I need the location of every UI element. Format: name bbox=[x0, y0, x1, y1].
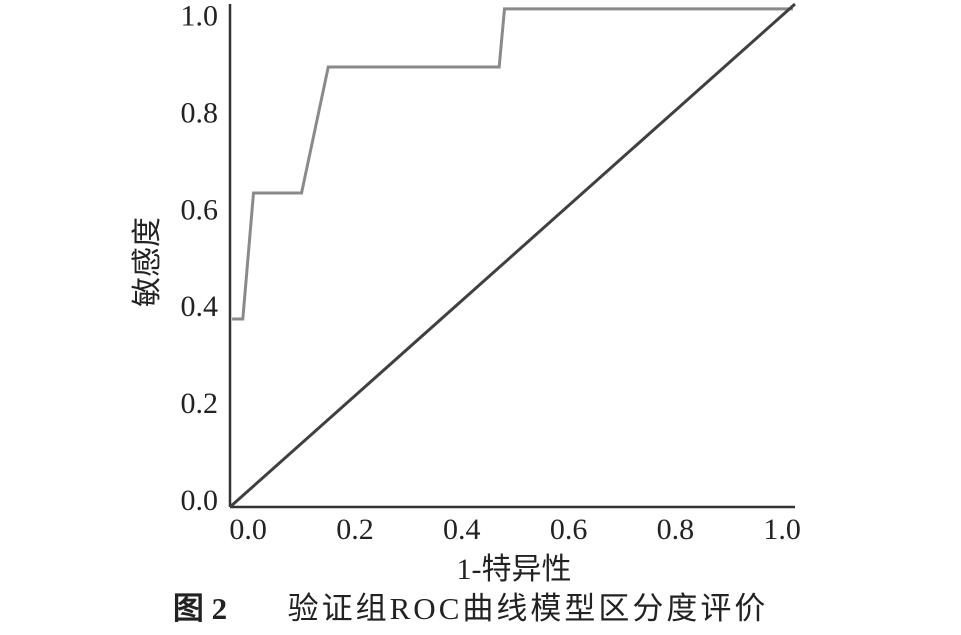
caption: 验证组ROC曲线模型区分度评价 bbox=[288, 591, 769, 626]
x-tick-label: 0.6 bbox=[550, 513, 588, 546]
y-tick-label: 0.2 bbox=[181, 387, 219, 420]
y-axis-label: 敏感度 bbox=[131, 217, 164, 307]
y-tick-label: 0.0 bbox=[181, 484, 219, 517]
x-tick-label: 0.8 bbox=[657, 513, 695, 546]
x-axis-label: 1-特异性 bbox=[457, 553, 572, 586]
y-tick-label: 0.8 bbox=[181, 96, 219, 129]
x-tick-label: 0.0 bbox=[229, 513, 267, 546]
figure-label: 图 2 bbox=[173, 591, 227, 626]
y-tick-label: 1.0 bbox=[181, 0, 219, 32]
y-tick-label: 0.4 bbox=[181, 290, 219, 323]
x-tick-label: 0.2 bbox=[336, 513, 374, 546]
line bbox=[229, 2, 796, 509]
x-tick-label: 1.0 bbox=[763, 513, 801, 546]
line bbox=[232, 7, 793, 321]
y-tick-label: 0.6 bbox=[181, 193, 219, 226]
x-tick-label: 0.4 bbox=[443, 513, 481, 546]
